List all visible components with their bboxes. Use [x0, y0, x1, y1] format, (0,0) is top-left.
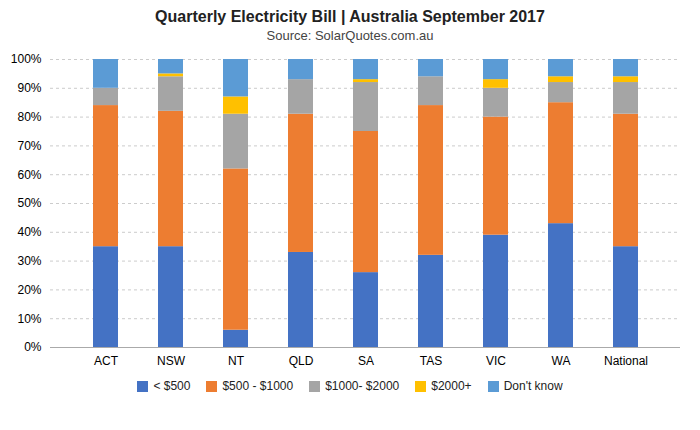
svg-text:NT: NT: [228, 354, 245, 368]
svg-text:SA: SA: [358, 354, 374, 368]
svg-text:50%: 50%: [17, 196, 41, 210]
html-text:Source: SolarQuotes.com.au: Source: SolarQuotes.com.au: [266, 28, 434, 43]
svg-text:TAS: TAS: [420, 354, 442, 368]
svg-text:National: National: [604, 354, 648, 368]
svg-text:VIC: VIC: [486, 354, 506, 368]
svg-text:WA: WA: [552, 354, 571, 368]
svg-text:80%: 80%: [17, 110, 41, 124]
svg-text:60%: 60%: [17, 168, 41, 182]
html-text:$2000+: $2000+: [431, 379, 472, 393]
svg-text:NSW: NSW: [157, 354, 186, 368]
svg-text:QLD: QLD: [289, 354, 314, 368]
svg-text:100%: 100%: [11, 52, 42, 66]
html-text:Don't know: Don't know: [503, 379, 563, 393]
svg-text:20%: 20%: [17, 283, 41, 297]
html-text:< $500: < $500: [153, 379, 191, 393]
svg-text:10%: 10%: [17, 312, 41, 326]
svg-text:90%: 90%: [17, 81, 41, 95]
svg-text:70%: 70%: [17, 139, 41, 153]
svg-text:30%: 30%: [17, 254, 41, 268]
html-text:$500 - $1000: $500 - $1000: [222, 379, 294, 393]
svg-text:ACT: ACT: [94, 354, 119, 368]
svg-text:40%: 40%: [17, 225, 41, 239]
svg-text:0%: 0%: [24, 340, 42, 354]
html-text:$1000- $2000: $1000- $2000: [325, 379, 400, 393]
html-text:Quarterly Electricity Bill | A: Quarterly Electricity Bill | Australia S…: [155, 8, 545, 25]
